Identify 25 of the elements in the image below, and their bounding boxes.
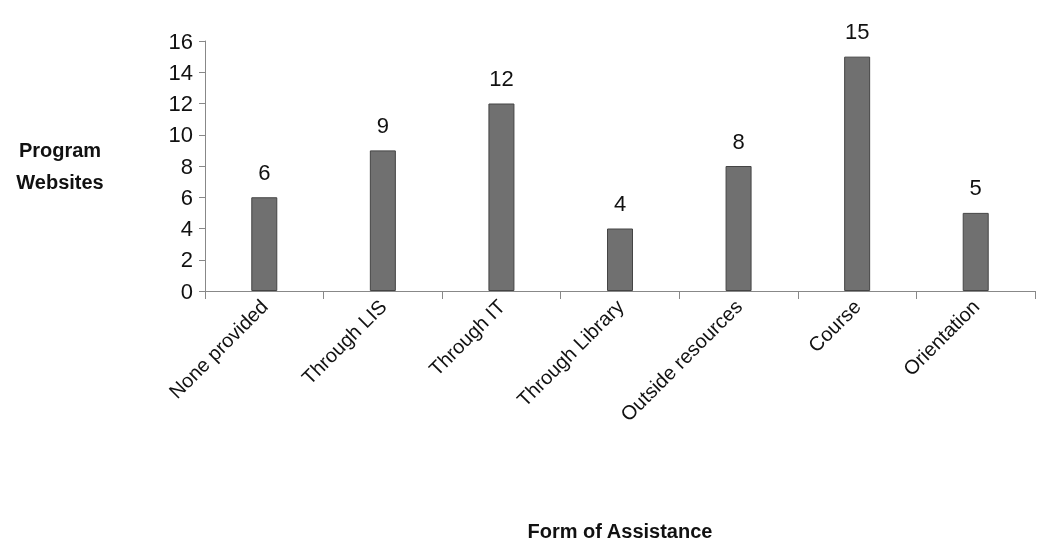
data-label: 6 <box>258 159 271 185</box>
y-tick-label: 0 <box>180 278 193 304</box>
y-tick-label: 8 <box>180 153 193 179</box>
y-tick-label: 2 <box>180 247 193 273</box>
data-label: 8 <box>732 128 745 154</box>
bar <box>488 103 515 291</box>
bar <box>725 166 752 291</box>
data-label: 12 <box>489 66 514 91</box>
y-tick-label: 4 <box>180 216 193 241</box>
bar <box>844 56 871 291</box>
x-axis-title: Form of Assistance <box>527 520 713 542</box>
data-label: 4 <box>613 191 627 216</box>
bar <box>369 150 396 291</box>
data-label: 5 <box>969 175 982 201</box>
bar <box>607 228 633 291</box>
y-tick-label: 10 <box>168 122 193 148</box>
y-tick-label: 14 <box>168 59 193 85</box>
bar <box>251 197 278 291</box>
y-tick-label: 6 <box>180 184 193 210</box>
data-label: 15 <box>844 19 870 45</box>
y-tick-label: 12 <box>168 91 193 116</box>
data-label: 9 <box>376 112 389 138</box>
bar <box>962 212 989 291</box>
y-axis-title: Program Websites <box>16 139 104 193</box>
y-tick-label: 16 <box>168 28 193 54</box>
